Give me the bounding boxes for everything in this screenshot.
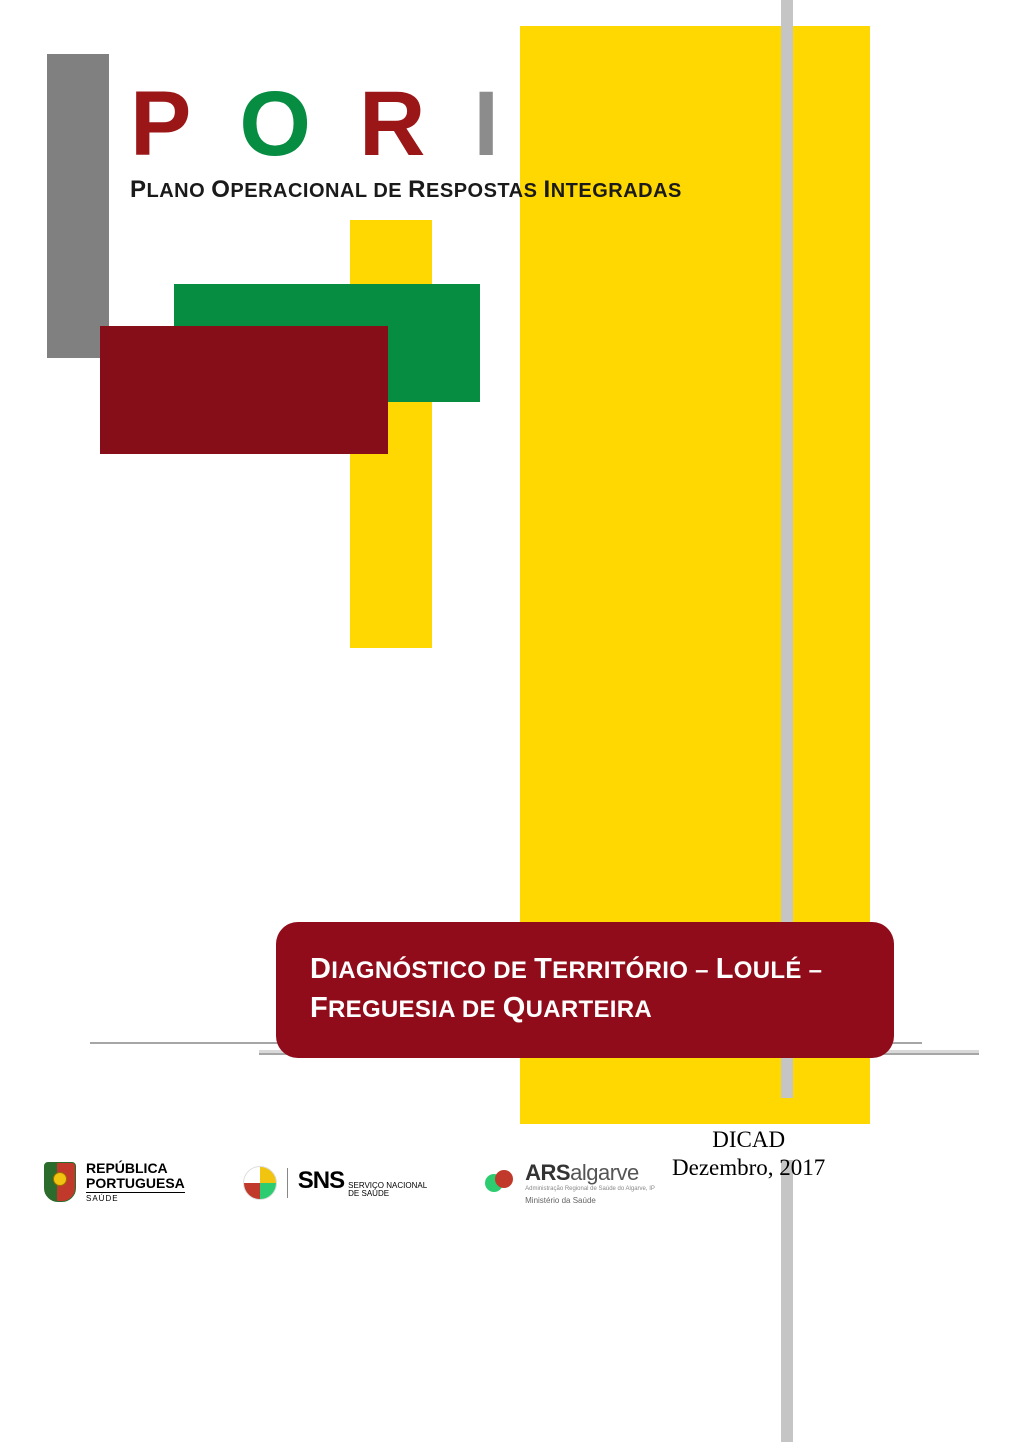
logo-ars: ARSalgarve Administração Regional de Saú… [485, 1160, 655, 1205]
pori-letters: PORI [130, 78, 682, 170]
block-grey-top [47, 54, 109, 358]
pori-logo: PORI PLANO OPERACIONAL DE RESPOSTAS INTE… [130, 78, 682, 204]
logo-ars-name: ARSalgarve [525, 1160, 655, 1186]
footer-line2: Dezembro, 2017 [672, 1155, 825, 1180]
logo-sns-small2: DE SAÚDE [348, 1190, 427, 1198]
ars-mark-icon [485, 1170, 515, 1196]
sns-circle-icon [243, 1166, 277, 1200]
logo-sns: SNS SERVIÇO NACIONAL DE SAÚDE [243, 1166, 427, 1200]
footer-line1: DICAD [712, 1127, 785, 1152]
logo-ars-mini: Ministério da Saúde [525, 1196, 655, 1205]
logo-sns-big: SNS [298, 1167, 344, 1195]
block-darkred [100, 326, 388, 454]
logo-republica-line3: SAÚDE [86, 1195, 185, 1203]
shield-icon [44, 1162, 76, 1202]
pori-letter-r: R [359, 78, 431, 170]
divider-icon [287, 1168, 288, 1198]
pori-letter-o: O [239, 78, 317, 170]
logos-row: REPÚBLICA PORTUGUESA SAÚDE SNS SERVIÇO N… [44, 1160, 655, 1205]
logo-ars-sub: Administração Regional de Saúde do Algar… [525, 1186, 655, 1192]
block-grey-bottom-thin [781, 1160, 793, 1442]
logo-republica-line1: REPÚBLICA [86, 1161, 185, 1176]
logo-republica: REPÚBLICA PORTUGUESA SAÚDE [44, 1161, 185, 1204]
footer-text: DICAD Dezembro, 2017 [672, 1126, 825, 1181]
pori-subtitle: PLANO OPERACIONAL DE RESPOSTAS INTEGRADA… [130, 176, 682, 204]
pori-letter-p: P [130, 78, 197, 170]
pori-letter-i: I [473, 78, 505, 170]
logo-republica-line2: PORTUGUESA [86, 1176, 185, 1194]
title-banner: DIAGNÓSTICO DE TERRITÓRIO – LOULÉ – FREG… [276, 922, 894, 1058]
